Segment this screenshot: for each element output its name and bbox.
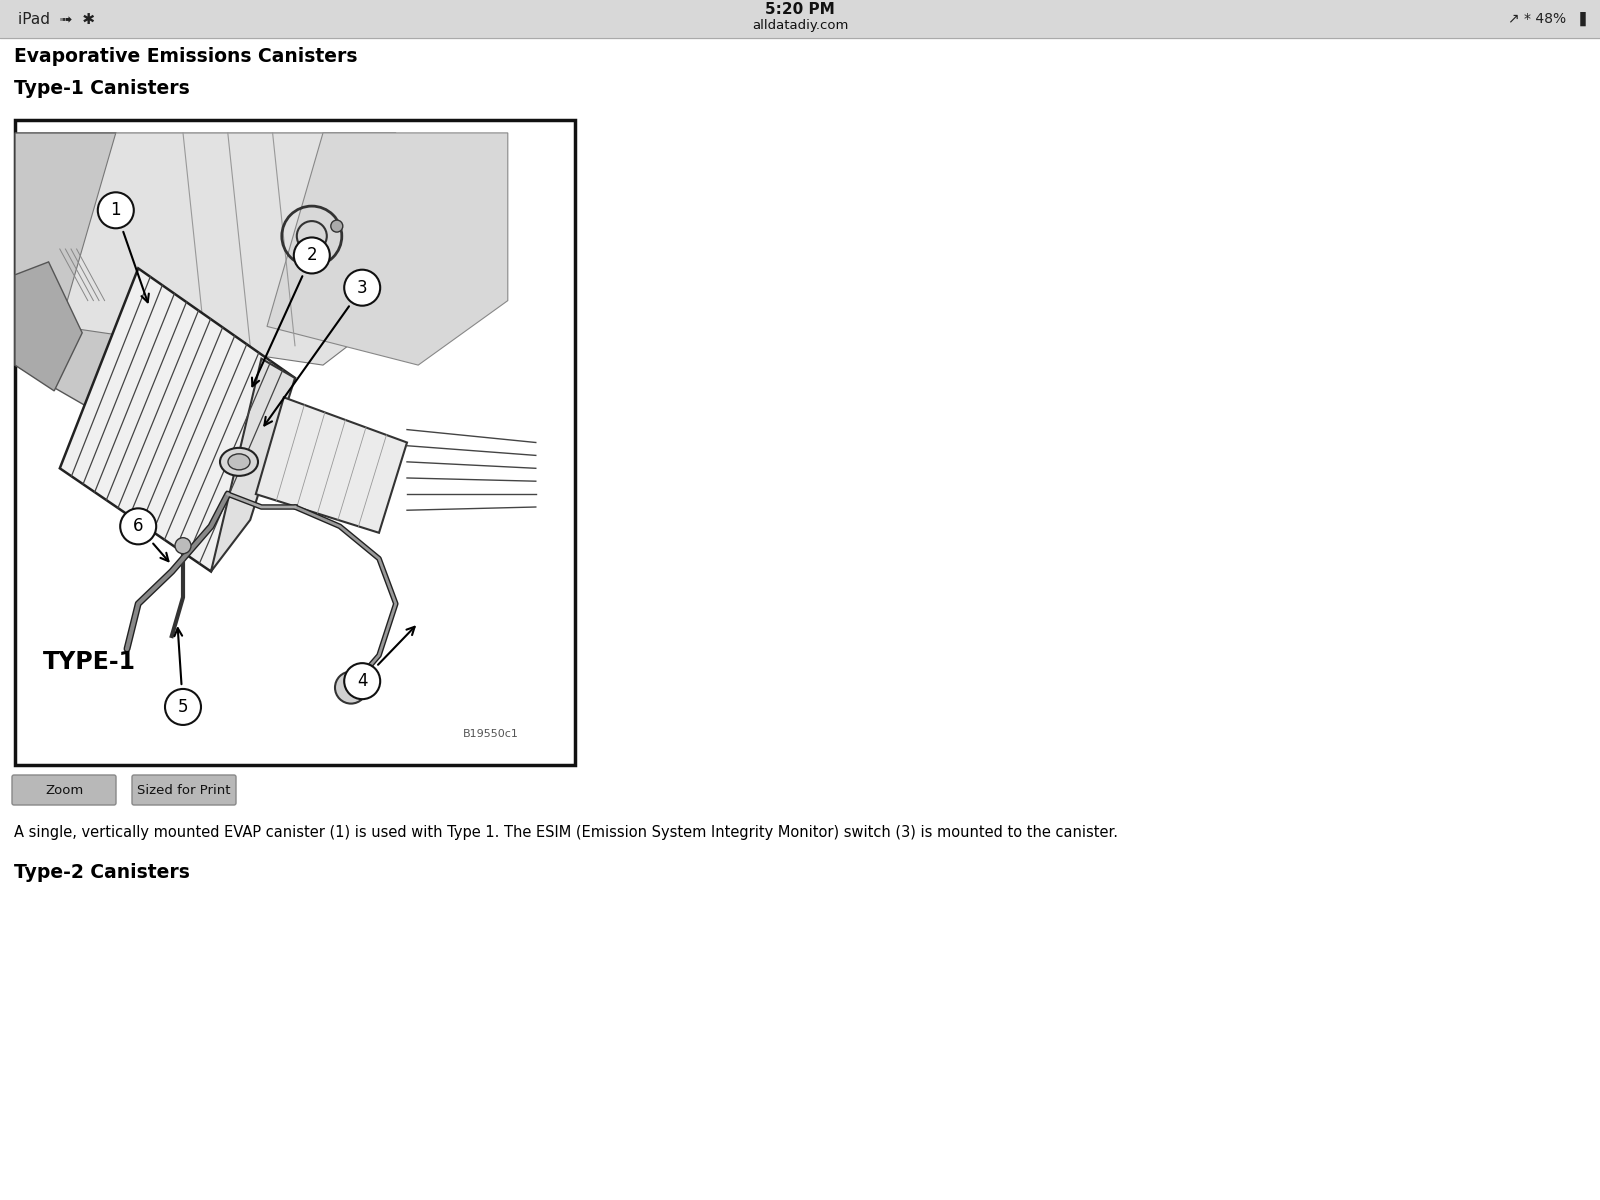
- Text: 3: 3: [357, 278, 368, 296]
- Text: TYPE-1: TYPE-1: [43, 649, 136, 673]
- Polygon shape: [59, 133, 406, 365]
- Bar: [14, 120, 574, 766]
- Circle shape: [331, 220, 342, 232]
- Text: Type-1 Canisters: Type-1 Canisters: [14, 78, 190, 97]
- Text: Sized for Print: Sized for Print: [138, 784, 230, 797]
- Circle shape: [294, 238, 330, 274]
- Text: 4: 4: [357, 672, 368, 690]
- Polygon shape: [211, 359, 294, 571]
- Text: ↗ * 48%  ▐: ↗ * 48% ▐: [1507, 12, 1586, 26]
- FancyBboxPatch shape: [131, 775, 237, 805]
- Circle shape: [334, 672, 366, 703]
- Bar: [0, 0, 1600, 38]
- Text: B19550c1: B19550c1: [462, 730, 518, 739]
- Text: Evaporative Emissions Canisters: Evaporative Emissions Canisters: [14, 47, 357, 66]
- Text: 1: 1: [110, 202, 122, 220]
- FancyBboxPatch shape: [13, 775, 115, 805]
- Circle shape: [344, 270, 381, 306]
- Text: 5: 5: [178, 698, 189, 716]
- Text: alldatadiy.com: alldatadiy.com: [752, 19, 848, 32]
- Text: 5:20 PM: 5:20 PM: [765, 2, 835, 18]
- Polygon shape: [59, 269, 294, 571]
- Circle shape: [98, 192, 134, 228]
- Text: 6: 6: [133, 517, 144, 535]
- Polygon shape: [14, 133, 138, 410]
- Circle shape: [174, 538, 190, 553]
- Circle shape: [120, 509, 157, 545]
- Circle shape: [165, 689, 202, 725]
- Text: 2: 2: [307, 246, 317, 264]
- Polygon shape: [267, 133, 507, 365]
- Polygon shape: [256, 397, 406, 533]
- Polygon shape: [14, 262, 82, 391]
- Text: Zoom: Zoom: [45, 784, 83, 797]
- Text: Type-2 Canisters: Type-2 Canisters: [14, 863, 190, 882]
- Text: iPad  ➟  ✱: iPad ➟ ✱: [18, 12, 94, 26]
- Circle shape: [344, 664, 381, 700]
- Ellipse shape: [229, 454, 250, 470]
- Text: A single, vertically mounted EVAP canister (1) is used with Type 1. The ESIM (Em: A single, vertically mounted EVAP canist…: [14, 826, 1118, 840]
- Ellipse shape: [221, 448, 258, 476]
